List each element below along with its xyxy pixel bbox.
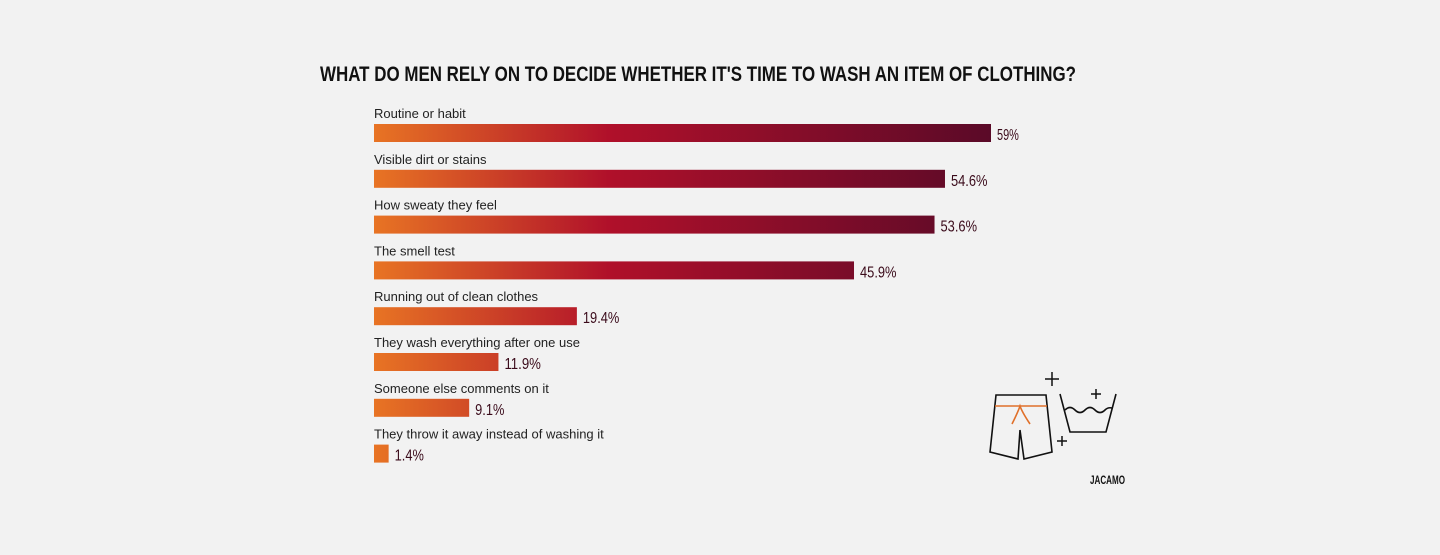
shorts-icon — [989, 394, 1053, 461]
value-label: 53.6% — [941, 219, 978, 236]
category-label: They throw it away instead of washing it — [374, 427, 604, 442]
brand-logo: JACAMO — [1090, 473, 1125, 487]
bar — [374, 353, 499, 371]
bar — [374, 307, 577, 326]
bar — [374, 169, 945, 188]
value-label: 11.9% — [504, 356, 541, 373]
bar — [374, 215, 935, 234]
bar — [374, 398, 470, 417]
value-label: 9.1% — [475, 402, 504, 419]
value-label: 19.4% — [583, 310, 620, 327]
bar — [374, 444, 389, 463]
bar — [374, 124, 991, 142]
chart-title: WHAT DO MEN RELY ON TO DECIDE WHETHER IT… — [320, 63, 1076, 86]
category-label: Routine or habit — [374, 106, 466, 121]
value-label: 1.4% — [395, 448, 424, 465]
bar — [374, 261, 855, 280]
category-label: Someone else comments on it — [374, 381, 549, 396]
category-label: Running out of clean clothes — [374, 289, 539, 304]
category-label: Visible dirt or stains — [374, 152, 487, 167]
category-label: How sweaty they feel — [374, 198, 497, 213]
value-label: 59% — [997, 127, 1019, 144]
value-label: 45.9% — [860, 264, 897, 281]
category-label: The smell test — [374, 243, 455, 258]
category-label: They wash everything after one use — [374, 335, 580, 350]
plus-icon — [1045, 372, 1101, 446]
wash-basin-icon — [1059, 393, 1117, 433]
value-label: 54.6% — [951, 173, 988, 190]
